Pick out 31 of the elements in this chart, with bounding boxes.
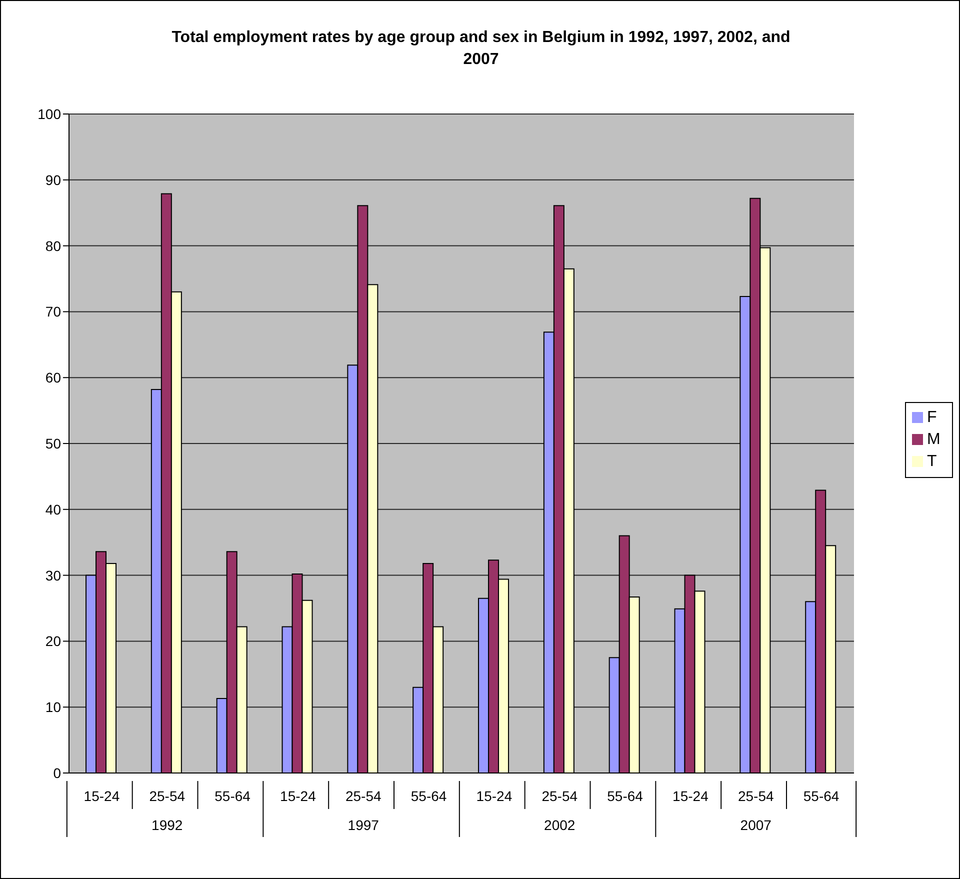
chart-title: Total employment rates by age group and sex in Belgium in 1992, 1997, 2002, and 2007	[170, 28, 792, 70]
text: 2002	[544, 817, 576, 833]
y-tick-label: 70	[45, 304, 62, 320]
x-tick-label: 15-24	[84, 788, 120, 804]
y-tick-label: 50	[45, 435, 62, 452]
y-tick-label: 90	[45, 172, 62, 188]
y-tick-label: 10	[45, 699, 62, 716]
legend-label: F	[927, 408, 937, 426]
y-tick-label: 30	[45, 567, 62, 584]
x-tick-label: 55-64	[410, 788, 447, 804]
legend-label: T	[927, 452, 937, 470]
legend-label: M	[927, 430, 940, 448]
y-tick-label: 0	[53, 764, 62, 781]
y-tick-label: 40	[45, 501, 62, 518]
y-tick-label: 80	[45, 238, 62, 254]
x-tick-label: 25-54	[345, 788, 382, 804]
text: 1992	[152, 817, 183, 833]
y-tick-label: 20	[45, 633, 62, 650]
y-tick-label: 100	[38, 106, 62, 122]
x-tick-label: 55-64	[607, 788, 644, 804]
text: 2007	[740, 817, 772, 833]
x-tick-label: 55-64	[214, 788, 251, 804]
x-tick-label: 25-54	[149, 788, 186, 804]
x-tick-label: 15-24	[280, 788, 316, 804]
y-tick-label: 60	[45, 370, 62, 386]
x-tick-label: 25-54	[542, 788, 578, 804]
x-tick-label: 15-24	[476, 788, 512, 804]
text: 1997	[348, 817, 380, 833]
x-tick-label: 15-24	[672, 788, 709, 804]
x-tick-label: 25-54	[738, 788, 774, 804]
x-tick-label: 55-64	[803, 788, 840, 804]
